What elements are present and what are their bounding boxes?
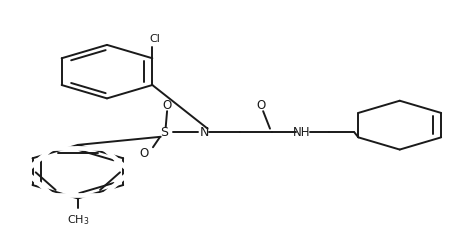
Text: NH: NH [293, 126, 311, 139]
Text: N: N [199, 126, 209, 139]
Text: Cl: Cl [149, 34, 160, 44]
Text: CH$_3$: CH$_3$ [66, 214, 89, 227]
Text: O: O [162, 99, 171, 112]
Text: S: S [160, 126, 169, 139]
Text: O: O [256, 99, 266, 112]
Text: O: O [139, 146, 148, 160]
